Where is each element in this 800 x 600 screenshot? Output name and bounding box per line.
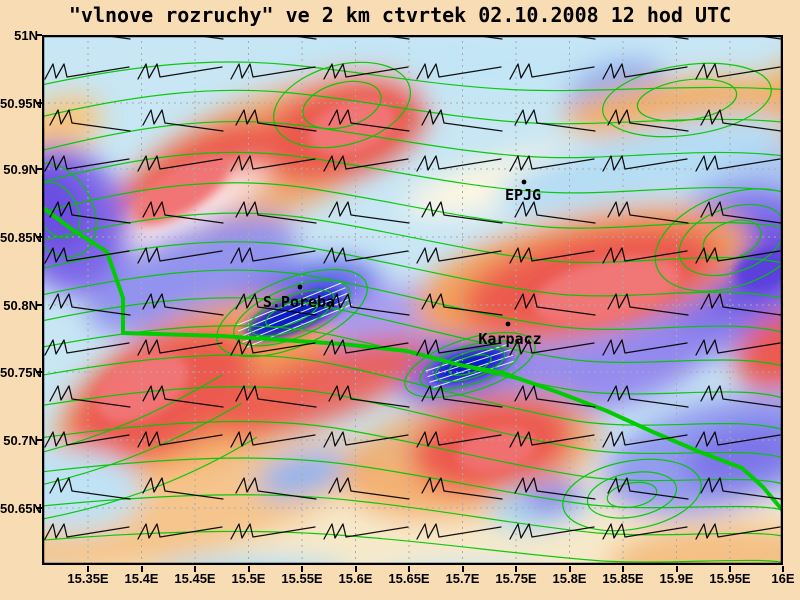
lat-tick-mark	[36, 34, 42, 36]
lon-tick-label: 15.35E	[67, 571, 109, 586]
lat-tick-label: 50.9N	[3, 162, 38, 177]
place-markers: EPJG S.Poreba Karpacz	[263, 179, 542, 348]
sporeba-label: S.Poreba	[263, 293, 335, 311]
map-plot-area: EPJG S.Poreba Karpacz	[42, 35, 783, 565]
lon-tick-label: 15.9E	[659, 571, 694, 586]
lon-tick-mark	[408, 566, 410, 572]
lon-tick-mark	[87, 566, 89, 572]
lat-tick-mark	[36, 507, 42, 509]
lat-tick-mark	[36, 168, 42, 170]
karpacz-marker-dot	[505, 321, 511, 327]
lon-tick-label: 15.45E	[174, 571, 216, 586]
lon-tick-label: 15.65E	[388, 571, 430, 586]
lon-tick-label: 16E	[771, 571, 795, 586]
lon-tick-mark	[568, 566, 571, 572]
lat-tick-mark	[36, 236, 42, 238]
map-frame-border	[42, 35, 783, 565]
lat-tick-mark	[36, 371, 42, 373]
epjg-marker-dot	[521, 179, 527, 185]
epjg-label: EPJG	[505, 186, 541, 204]
lat-tick-label: 50.7N	[3, 433, 38, 448]
lat-tick-label: 50.95N	[0, 96, 42, 111]
lat-tick-label: 50.8N	[3, 298, 38, 313]
lon-tick-label: 15.6E	[338, 571, 373, 586]
lon-tick-mark	[675, 566, 678, 572]
lon-tick-label: 15.75E	[495, 571, 537, 586]
lon-tick-mark	[622, 566, 624, 572]
lon-tick-mark	[194, 566, 196, 572]
wind-barbs-layer	[42, 35, 783, 565]
lat-tick-label: 50.75N	[0, 365, 42, 380]
lat-tick-mark	[36, 304, 42, 306]
lon-tick-label: 15.4E	[124, 571, 159, 586]
lat-tick-mark	[36, 439, 42, 441]
lat-tick-label: 51N	[14, 28, 38, 43]
lon-tick-mark	[515, 566, 517, 572]
lat-tick-label: 50.65N	[0, 501, 42, 516]
sporeba-marker-dot	[297, 284, 303, 290]
lon-tick-label: 15.95E	[709, 571, 751, 586]
lon-tick-label: 15.55E	[281, 571, 323, 586]
lon-tick-mark	[461, 566, 464, 572]
lon-tick-label: 15.8E	[552, 571, 587, 586]
lon-tick-mark	[354, 566, 357, 572]
page-title: "vlnove rozruchy" ve 2 km ctvrtek 02.10.…	[68, 3, 732, 27]
lon-tick-mark	[247, 566, 250, 572]
lon-tick-mark	[140, 566, 143, 572]
lon-tick-mark	[782, 566, 784, 572]
lat-tick-mark	[36, 102, 42, 104]
lat-tick-label: 50.85N	[0, 230, 42, 245]
lon-tick-label: 15.85E	[602, 571, 644, 586]
lon-tick-label: 15.7E	[445, 571, 480, 586]
lon-tick-label: 15.5E	[231, 571, 266, 586]
map-canvas: EPJG S.Poreba Karpacz	[42, 35, 783, 565]
karpacz-label: Karpacz	[478, 330, 541, 348]
lon-tick-mark	[301, 566, 303, 572]
lon-tick-mark	[729, 566, 731, 572]
